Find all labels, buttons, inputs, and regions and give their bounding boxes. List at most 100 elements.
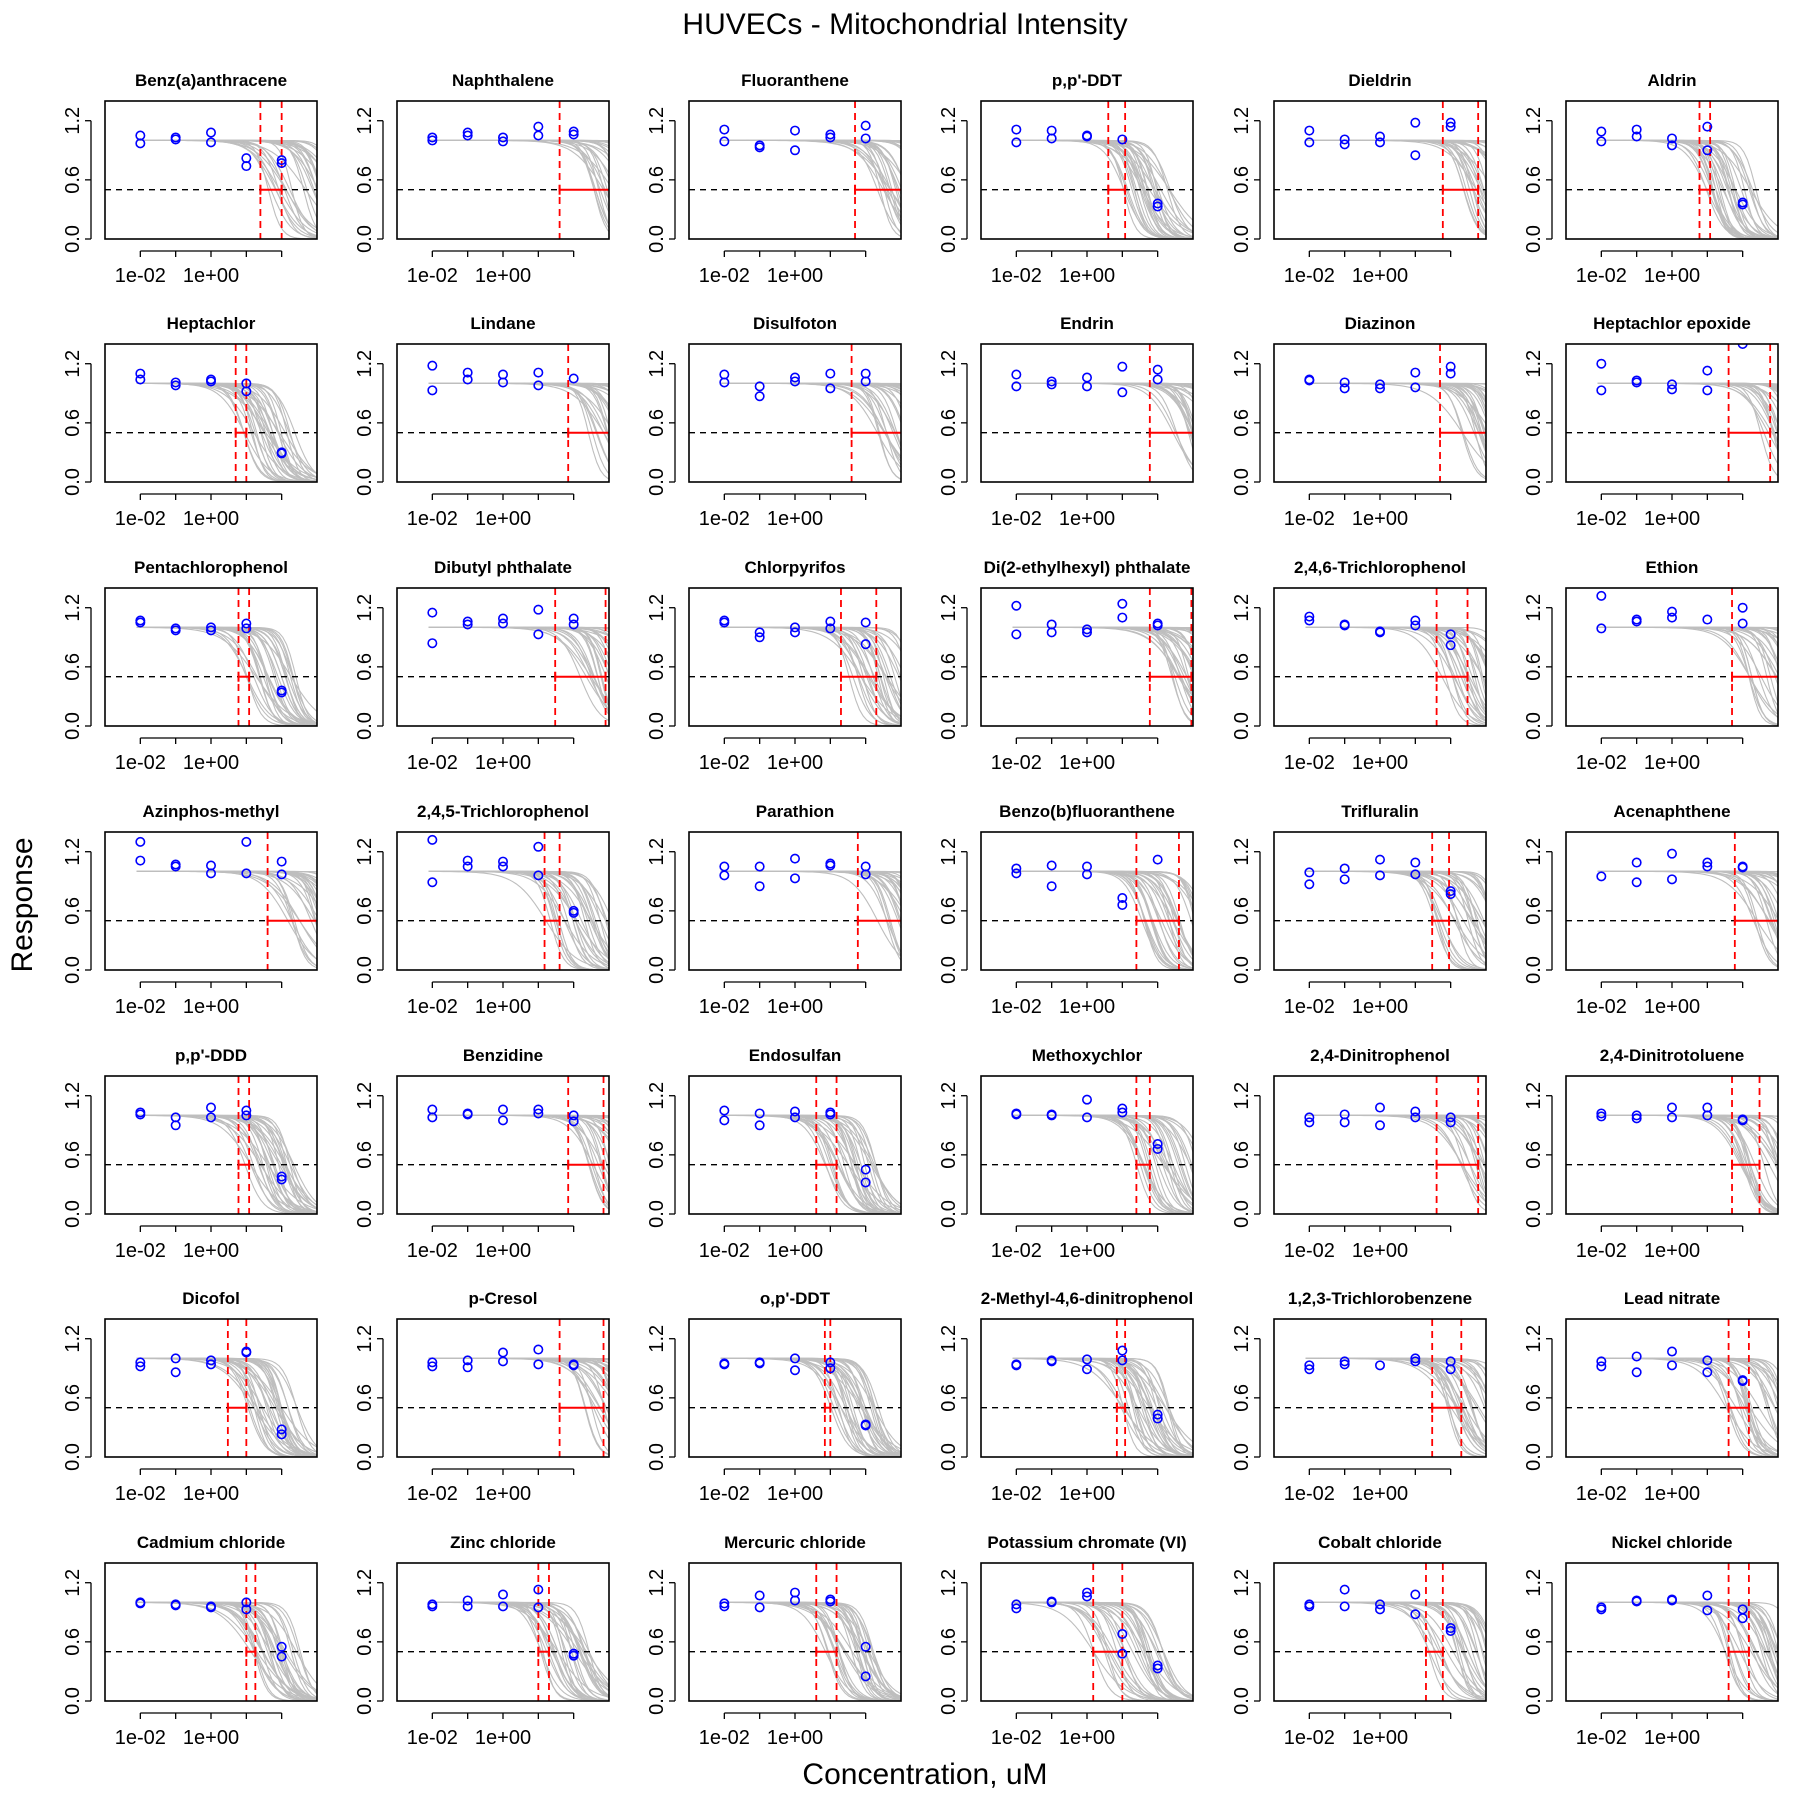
x-tick-label: 1e-02: [699, 1483, 750, 1505]
data-point: [1596, 1356, 1607, 1367]
fitted-curve: [1305, 1357, 1486, 1389]
data-point: [533, 1602, 544, 1613]
data-point: [1046, 1110, 1057, 1121]
data-point: [276, 1424, 287, 1435]
fitted-curve: [1012, 870, 1193, 970]
fitted-curve: [720, 382, 901, 385]
y-axis: [1546, 120, 1553, 240]
fitted-curve: [1305, 626, 1486, 705]
data-point: [568, 619, 579, 630]
data-point: [568, 1110, 579, 1121]
fitted-curve: [1305, 870, 1486, 970]
fitted-curve: [720, 382, 901, 469]
panel-plot-area: [397, 588, 609, 726]
fitted-curve: [1305, 1114, 1486, 1171]
data-point: [1375, 870, 1386, 881]
panel-frame: [688, 1562, 902, 1702]
fitted-curve: [720, 139, 901, 142]
data-point: [1117, 893, 1128, 904]
x-tick-label: 1e+00: [1059, 1240, 1115, 1262]
fitted-curve: [1305, 382, 1486, 454]
fitted-curve: [136, 139, 317, 232]
fitted-curve: [1012, 870, 1193, 917]
x-tick-label: 1e+00: [1644, 1240, 1700, 1262]
panel-plot-area: [1274, 1563, 1486, 1701]
fitted-curve: [720, 382, 901, 448]
y-tick-label: 0.6: [646, 897, 668, 925]
fitted-curve: [1012, 870, 1193, 970]
fitted-curve: [136, 870, 317, 905]
fitted-curve: [720, 139, 901, 234]
panel-plot-area: [105, 588, 317, 726]
fitted-curve: [1012, 382, 1193, 433]
fitted-curve: [720, 870, 901, 895]
fitted-curve: [136, 870, 317, 873]
fitted-curve: [428, 382, 609, 392]
fitted-curve: [428, 626, 609, 637]
y-tick-label: 0.6: [62, 166, 84, 194]
y-tick-label: 1.2: [938, 1325, 960, 1353]
fitted-curve: [1305, 626, 1486, 670]
x-axis: [1308, 1712, 1452, 1719]
data-point: [1046, 133, 1057, 144]
fitted-curve: [1305, 1357, 1486, 1452]
x-axis: [431, 737, 575, 744]
fitted-curve: [1305, 139, 1486, 197]
fitted-curve: [428, 626, 609, 663]
fitted-curve: [1305, 139, 1486, 158]
data-point: [462, 619, 473, 630]
data-point: [1667, 140, 1678, 151]
fitted-curve: [428, 1357, 609, 1390]
fitted-curve: [720, 626, 901, 670]
x-axis: [1600, 981, 1744, 988]
fitted-curve: [428, 626, 609, 642]
fitted-curve: [1012, 870, 1193, 903]
data-points: [427, 360, 579, 396]
fitted-curve: [1305, 139, 1486, 159]
data-points: [1304, 854, 1456, 900]
fitted-curve: [1597, 1114, 1778, 1153]
x-tick-label: 1e-02: [115, 1240, 166, 1262]
fitted-curve: [1597, 1114, 1778, 1118]
x-tick-label: 1e-02: [699, 1240, 750, 1262]
panel-plot-area: [689, 1563, 901, 1701]
fitted-curve: [720, 870, 901, 874]
data-points: [1596, 1590, 1748, 1624]
fitted-curve: [1305, 626, 1486, 660]
fitted-curve: [1305, 1601, 1486, 1701]
data-point: [1702, 365, 1713, 376]
fitted-curve: [428, 1357, 609, 1360]
fitted-curve: [1305, 1114, 1486, 1155]
data-point: [1410, 869, 1421, 880]
fitted-curve: [1305, 1357, 1486, 1446]
x-tick-label: 1e+00: [767, 508, 823, 530]
fitted-curve: [720, 139, 901, 143]
fitted-curve: [720, 626, 901, 699]
data-point: [1117, 1345, 1128, 1356]
panel-title: Azinphos-methyl: [143, 802, 280, 821]
data-point: [789, 145, 800, 156]
data-point: [497, 856, 508, 867]
data-point: [1304, 611, 1315, 622]
data-point: [1445, 889, 1456, 900]
fitted-curve: [136, 870, 317, 929]
fitted-curves: [1597, 1601, 1778, 1701]
data-point: [1082, 372, 1093, 383]
data-point: [1667, 612, 1678, 623]
data-point: [497, 1601, 508, 1612]
fitted-curve: [428, 382, 609, 411]
fitted-curve: [428, 139, 609, 226]
x-tick-label: 1e+00: [183, 1240, 239, 1262]
fitted-curve: [720, 382, 901, 397]
data-point: [860, 120, 871, 131]
fitted-curve: [1305, 1114, 1486, 1118]
data-point: [1702, 385, 1713, 396]
panel-frame: [1273, 831, 1487, 971]
fitted-curve: [1305, 382, 1486, 469]
x-tick-label: 1e-02: [1284, 1727, 1335, 1749]
panel-title: Naphthalene: [452, 71, 554, 90]
panel-title: Nickel chloride: [1612, 1533, 1733, 1552]
panel-title: 2-Methyl-4,6-dinitrophenol: [981, 1289, 1194, 1308]
x-axis: [431, 981, 575, 988]
